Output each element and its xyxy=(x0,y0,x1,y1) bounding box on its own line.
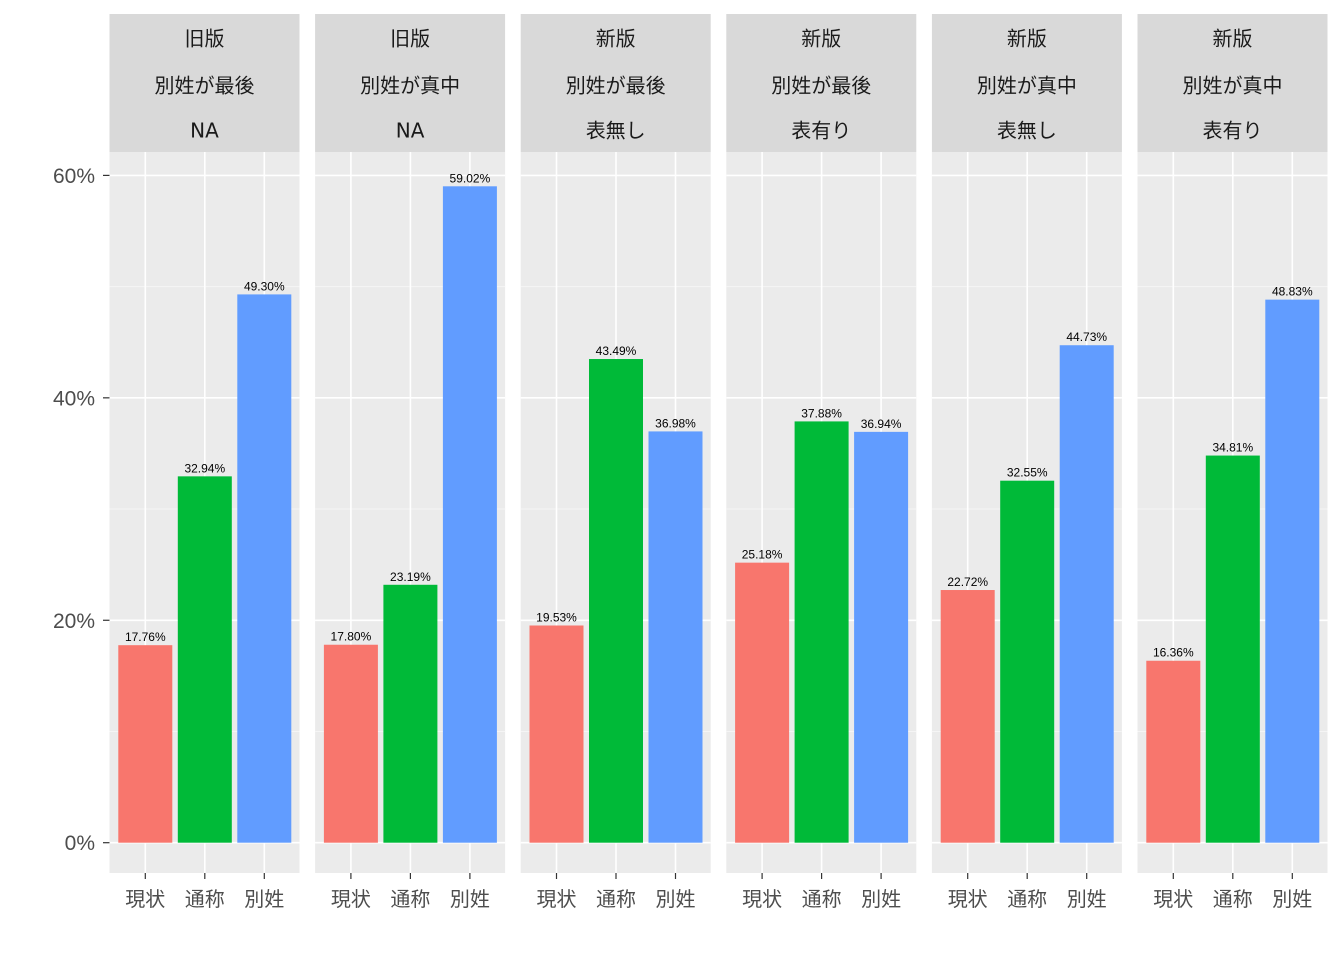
facet-strip-label: 新版 xyxy=(801,27,841,51)
facet-strip-label: 別姓が最後 xyxy=(155,74,255,98)
bar xyxy=(735,562,790,843)
x-tick-label: 現状 xyxy=(948,887,988,911)
bar xyxy=(648,431,703,843)
facet-panels: 旧版別姓が最後NA17.76%現状32.94%通称49.30%別姓旧版別姓が真中… xyxy=(109,14,1328,911)
x-tick-label: 通称 xyxy=(1007,887,1047,911)
bar xyxy=(854,431,909,843)
bar xyxy=(323,644,378,843)
x-tick-label: 通称 xyxy=(802,887,842,911)
bar xyxy=(1059,345,1114,843)
x-tick-label: 別姓 xyxy=(450,887,490,911)
bar-value-label: 16.36% xyxy=(1153,646,1194,660)
facet-strip-label: 別姓が真中 xyxy=(977,74,1077,98)
bar-value-label: 36.98% xyxy=(655,416,696,430)
bar xyxy=(177,476,232,843)
x-tick-label: 現状 xyxy=(537,887,577,911)
bar xyxy=(529,625,584,843)
bar-value-label: 22.72% xyxy=(947,575,988,589)
bar xyxy=(940,590,995,843)
y-tick-label: 40% xyxy=(53,387,95,410)
y-axis: 0% 20% 40% 60% xyxy=(53,165,110,855)
x-tick-label: 通称 xyxy=(596,887,636,911)
bar-value-label: 43.49% xyxy=(596,344,637,358)
x-tick-label: 別姓 xyxy=(1272,887,1312,911)
x-tick-label: 現状 xyxy=(1153,887,1193,911)
x-tick-label: 現状 xyxy=(125,887,165,911)
bar-value-label: 36.94% xyxy=(861,417,902,431)
facet-strip xyxy=(931,14,1122,152)
x-tick-label: 別姓 xyxy=(244,887,284,911)
y-tick-label: 20% xyxy=(53,610,95,633)
facet-strip-label: 別姓が真中 xyxy=(1183,74,1283,98)
bar xyxy=(1265,299,1320,843)
facet-strip-label: 新版 xyxy=(1007,27,1047,51)
bar xyxy=(1205,455,1260,843)
bar-value-label: 34.81% xyxy=(1212,441,1253,455)
bar-value-label: 17.76% xyxy=(125,630,166,644)
x-tick-label: 現状 xyxy=(742,887,782,911)
bar-value-label: 23.19% xyxy=(390,570,431,584)
bar xyxy=(1000,480,1055,843)
bar xyxy=(118,645,173,843)
facet-strip xyxy=(315,14,506,152)
bar-value-label: 59.02% xyxy=(450,171,491,185)
x-tick-label: 別姓 xyxy=(861,887,901,911)
bar-value-label: 44.73% xyxy=(1066,330,1107,344)
x-tick-label: 通称 xyxy=(185,887,225,911)
facet-strip-label: 別姓が最後 xyxy=(566,74,666,98)
bar-value-label: 19.53% xyxy=(536,610,577,624)
bar xyxy=(589,359,643,843)
bar xyxy=(383,584,438,843)
bar-value-label: 17.80% xyxy=(331,630,372,644)
facet-strip xyxy=(726,14,917,152)
y-tick-label: 0% xyxy=(65,832,95,855)
bar xyxy=(794,421,849,843)
facet-strip xyxy=(520,14,711,152)
x-tick-label: 通称 xyxy=(1213,887,1253,911)
facet-strip-label: 別姓が真中 xyxy=(360,74,460,98)
bar-value-label: 25.18% xyxy=(742,548,783,562)
facet-strip-label: 表有り xyxy=(791,119,851,143)
bar xyxy=(1146,660,1201,843)
x-tick-label: 通称 xyxy=(390,887,430,911)
bar-value-label: 49.30% xyxy=(244,279,285,293)
facet-strip-label: 表無し xyxy=(586,119,646,143)
facet-strip-label: 新版 xyxy=(1213,27,1253,51)
facet-strip-label: 表有り xyxy=(1203,119,1263,143)
bar-value-label: 32.55% xyxy=(1007,466,1048,480)
bar-value-label: 48.83% xyxy=(1272,285,1313,299)
facet-strip-label: 旧版 xyxy=(390,27,430,51)
x-tick-label: 別姓 xyxy=(1067,887,1107,911)
facet-strip xyxy=(109,14,300,152)
facet-strip-label: 旧版 xyxy=(185,27,225,51)
bar xyxy=(442,186,497,843)
facet-strip-label: NA xyxy=(190,119,219,143)
facet-strip-label: 別姓が最後 xyxy=(771,74,871,98)
bar-value-label: 37.88% xyxy=(801,406,842,420)
facet-strip xyxy=(1137,14,1328,152)
x-tick-label: 別姓 xyxy=(656,887,696,911)
bar-value-label: 32.94% xyxy=(184,461,225,475)
facet-strip-label: 新版 xyxy=(596,27,636,51)
facet-strip-label: NA xyxy=(396,119,425,143)
bar xyxy=(237,294,292,843)
y-tick-label: 60% xyxy=(53,165,95,188)
x-tick-label: 現状 xyxy=(331,887,371,911)
facet-strip-label: 表無し xyxy=(997,119,1057,143)
